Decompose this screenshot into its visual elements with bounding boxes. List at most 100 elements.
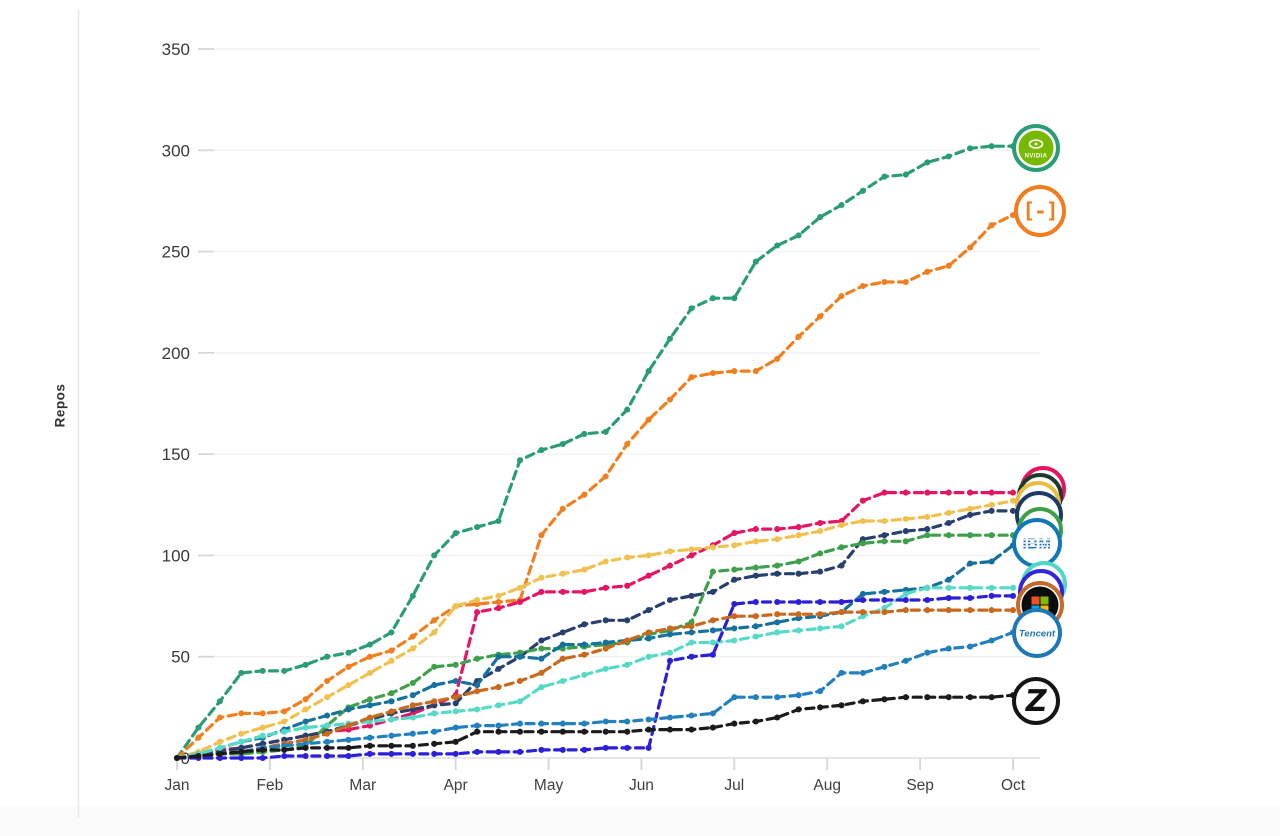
series-microsoft-point [731, 613, 738, 620]
series-zhipu-point [431, 740, 438, 747]
series-ibm-point [431, 682, 438, 689]
series-zhipu-point [731, 720, 738, 727]
series-indigo-point [452, 750, 459, 757]
series-gold-line[interactable] [173, 497, 1017, 762]
series-code-brackets-point [345, 663, 352, 670]
series-indigo-point [945, 594, 952, 602]
series-zhipu-point [774, 714, 781, 721]
series-zhipu-point [838, 702, 845, 709]
series-ibm-point [774, 619, 781, 626]
series-code-brackets-point [238, 710, 245, 717]
series-zhipu-point [795, 706, 802, 713]
logo-tencent[interactable]: Tencent [1012, 608, 1062, 658]
series-microsoft-line[interactable] [173, 607, 1017, 762]
series-zhipu-point [216, 750, 223, 757]
series-code-brackets-point [666, 396, 674, 403]
series-nvidia-point [495, 517, 502, 525]
series-zhipu-point [452, 738, 459, 745]
series-code-brackets-point [945, 262, 952, 269]
x-tick-label-apr: Apr [444, 777, 468, 794]
series-indigo-point [602, 744, 609, 751]
series-code-brackets-point [924, 268, 931, 275]
series-nvidia-line[interactable] [173, 143, 1017, 762]
series-ibm-point [967, 560, 974, 567]
series-gold-point [216, 738, 223, 745]
series-microsoft-point [988, 607, 995, 614]
series-microsoft-point [474, 688, 481, 695]
x-tick-label-mar: Mar [349, 777, 376, 794]
series-gold-point [795, 532, 802, 539]
logo-zhipu[interactable]: Z [1012, 677, 1060, 725]
series-meta-point [752, 572, 759, 579]
series-microsoft-point [902, 607, 909, 614]
series-ibm-point [688, 629, 695, 636]
logo-code-brackets[interactable]: [-] [1014, 185, 1066, 237]
series-turquoise-point [495, 702, 502, 709]
series-pink-point [924, 489, 931, 496]
series-meta-point [924, 526, 931, 533]
series-tencent-point [774, 694, 781, 701]
series-turquoise-point [474, 706, 481, 713]
series-pink-point [1009, 489, 1017, 496]
series-ibm-point [666, 631, 674, 638]
series-code-brackets-point [731, 368, 738, 375]
series-pink-point [474, 609, 481, 616]
microsoft-window-icon [1040, 596, 1049, 605]
series-turquoise-point [1009, 584, 1017, 591]
series-tencent-point [345, 736, 352, 743]
series-turquoise-point [281, 728, 288, 735]
series-meta-point [559, 629, 566, 636]
series-pink-line[interactable] [173, 489, 1017, 762]
series-meta-point [795, 570, 802, 577]
series-pink-point [538, 588, 545, 595]
series-nvidia-point [602, 428, 609, 435]
series-green-point [967, 532, 974, 539]
series-indigo-point [431, 750, 438, 757]
x-tick-label-sep: Sep [906, 777, 934, 794]
y-tick-label-350: 350 [162, 40, 190, 59]
series-turquoise-point [409, 714, 416, 721]
series-tencent-point [516, 720, 524, 727]
series-code-brackets-point [859, 282, 866, 290]
series-indigo-point [859, 596, 866, 604]
ibm-wordmark: IBM [1023, 536, 1052, 553]
series-meta-point [945, 519, 952, 527]
series-zhipu-line[interactable] [173, 692, 1017, 762]
series-tencent-point [752, 694, 759, 701]
logo-ibm[interactable]: IBM [1012, 518, 1062, 568]
series-tencent-point [388, 732, 395, 739]
series-gold-point [538, 574, 545, 581]
logo-nvidia[interactable]: NVIDIA [1012, 124, 1060, 172]
series-zhipu-point [624, 728, 631, 735]
y-tick-label-50: 50 [171, 648, 190, 667]
series-gold-point [945, 509, 952, 516]
y-tick-label-100: 100 [162, 546, 190, 565]
series-zhipu-point [474, 728, 481, 735]
series-meta-point [902, 528, 909, 535]
series-microsoft-point [431, 698, 438, 705]
series-indigo-point [967, 594, 974, 602]
series-nvidia-point [795, 232, 802, 239]
series-meta-point [645, 607, 652, 614]
series-green-point [881, 538, 888, 545]
series-pink-point [731, 530, 738, 537]
series-turquoise-point [324, 722, 331, 729]
series-code-brackets-line[interactable] [173, 212, 1017, 762]
series-turquoise-point [388, 716, 395, 723]
series-green-point [731, 566, 738, 573]
series-microsoft-point [366, 714, 373, 721]
series-turquoise-point [581, 671, 588, 678]
series-pink-point [795, 524, 802, 531]
series-nvidia-point [945, 153, 952, 160]
series-gold-point [581, 566, 588, 573]
series-indigo-point [366, 750, 373, 757]
series-microsoft-point [324, 730, 331, 737]
series-indigo-point [474, 748, 481, 755]
y-tick-label-300: 300 [162, 141, 190, 160]
series-code-brackets-point [795, 333, 802, 340]
series-gold-path [175, 499, 1015, 760]
series-gold-point [516, 584, 524, 591]
series-pink-point [902, 489, 909, 496]
series-zhipu-point [988, 694, 995, 701]
series-turquoise-point [516, 698, 524, 705]
